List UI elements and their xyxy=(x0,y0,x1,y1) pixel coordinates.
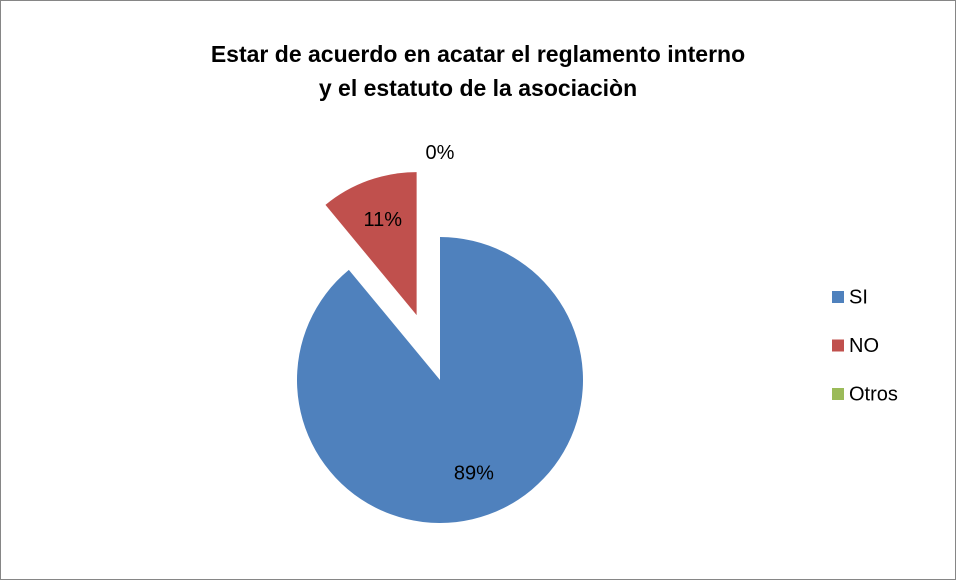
pie-slice xyxy=(325,172,417,316)
pie-slice xyxy=(297,237,583,523)
data-label: 89% xyxy=(454,462,494,484)
legend-swatch xyxy=(832,339,844,352)
legend-label: Otros xyxy=(849,383,898,405)
data-label: 11% xyxy=(363,209,402,231)
legend-label: SI xyxy=(849,286,868,308)
legend-swatch xyxy=(832,388,844,400)
chart-title: y el estatuto de la asociaciòn xyxy=(319,75,637,101)
legend-swatch xyxy=(832,291,844,303)
chart-title: Estar de acuerdo en acatar el reglamento… xyxy=(211,41,745,67)
data-label: 0% xyxy=(426,142,455,164)
legend-label: NO xyxy=(849,335,879,357)
